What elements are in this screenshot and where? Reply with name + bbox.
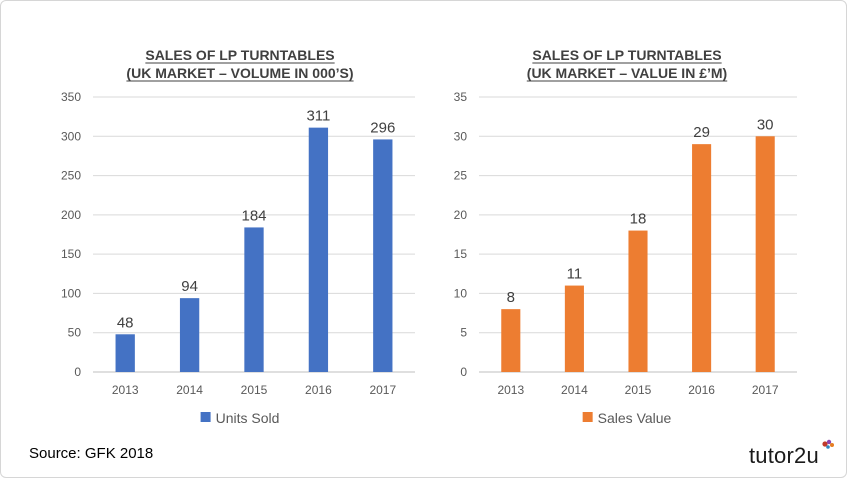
value-y-tick-label: 15 [454,247,468,261]
volume-x-tick-label-2013: 2013 [112,383,139,397]
volume-y-tick-label: 150 [61,247,81,261]
source-note: Source: GFK 2018 [29,445,154,462]
value-y-tick-label: 30 [454,129,468,143]
value-legend-label: Sales Value [598,410,672,426]
volume-x-tick-label-2015: 2015 [241,383,268,397]
value-bar-2017 [755,136,775,372]
volume-y-tick-label: 200 [61,208,81,222]
value-data-label-2017: 30 [757,116,774,133]
value-data-label-2015: 18 [630,211,647,228]
value-y-tick-label: 20 [454,208,468,222]
value-x-tick-label-2013: 2013 [497,383,524,397]
value-bar-2013 [501,309,521,372]
volume-y-tick-label: 0 [74,365,81,379]
value-x-tick-label-2017: 2017 [752,383,779,397]
value-x-tick-label-2016: 2016 [688,383,715,397]
volume-legend-swatch [200,412,211,422]
volume-chart-title: SALES OF LP TURNTABLES [145,47,334,63]
volume-bar-2013 [115,334,135,372]
volume-x-tick-label-2016: 2016 [305,383,332,397]
value-y-tick-label: 10 [454,286,468,300]
value-data-label-2014: 11 [567,266,583,283]
volume-y-tick-label: 250 [61,169,81,183]
value-chart-title: SALES OF LP TURNTABLES [532,47,721,63]
brand-logo-text: tutor2u [749,443,819,468]
value-y-tick-label: 5 [460,326,467,340]
volume-bar-2017 [373,139,393,372]
value-bar-2015 [628,230,648,372]
volume-bar-2014 [179,298,200,372]
volume-y-tick-label: 100 [61,286,81,300]
volume-y-tick-label: 300 [61,129,81,143]
volume-data-label-2014: 94 [181,278,198,295]
volume-data-label-2013: 48 [117,314,134,331]
value-data-label-2016: 29 [693,124,710,141]
volume-y-tick-label: 350 [61,90,81,104]
volume-y-tick-label: 50 [68,326,82,340]
volume-data-label-2015: 184 [241,207,266,224]
volume-bar-2016 [308,127,329,373]
value-legend-swatch [582,412,593,422]
volume-chart-subtitle: (UK MARKET – VOLUME IN 000’S) [126,65,353,81]
value-y-tick-label: 25 [454,169,468,183]
volume-data-label-2017: 296 [370,119,395,136]
value-y-tick-label: 35 [454,90,468,104]
volume-x-tick-label-2014: 2014 [176,383,203,397]
brand-flower-icon [822,439,834,449]
value-chart-subtitle: (UK MARKET – VALUE IN £’M) [527,65,727,81]
value-y-tick-label: 0 [460,365,467,379]
value-bar-2016 [692,144,712,372]
volume-data-label-2016: 311 [306,108,330,125]
value-bar-2014 [564,285,584,372]
value-data-label-2013: 8 [507,289,515,306]
value-x-tick-label-2015: 2015 [625,383,652,397]
volume-legend-label: Units Sold [216,410,280,426]
value-x-tick-label-2014: 2014 [561,383,588,397]
volume-bar-2015 [244,227,264,372]
volume-x-tick-label-2017: 2017 [369,383,396,397]
